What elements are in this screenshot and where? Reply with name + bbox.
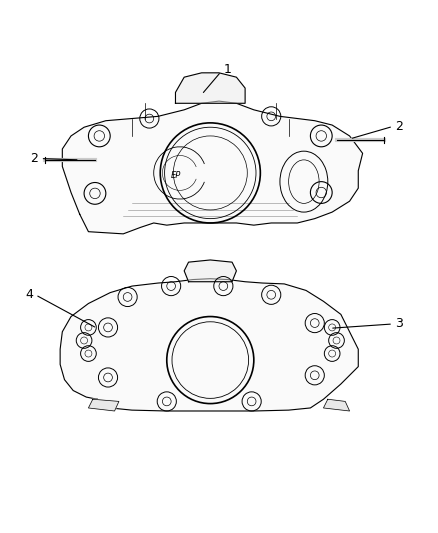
- Polygon shape: [184, 260, 237, 282]
- Polygon shape: [176, 73, 245, 103]
- Text: 3: 3: [395, 318, 403, 330]
- Text: 1: 1: [223, 63, 231, 76]
- Text: EP: EP: [170, 171, 180, 180]
- Text: 2: 2: [395, 120, 403, 133]
- Text: 4: 4: [25, 288, 33, 301]
- Polygon shape: [60, 279, 358, 411]
- Text: 2: 2: [31, 152, 39, 165]
- Polygon shape: [323, 399, 350, 411]
- Polygon shape: [62, 101, 363, 234]
- Polygon shape: [88, 399, 119, 411]
